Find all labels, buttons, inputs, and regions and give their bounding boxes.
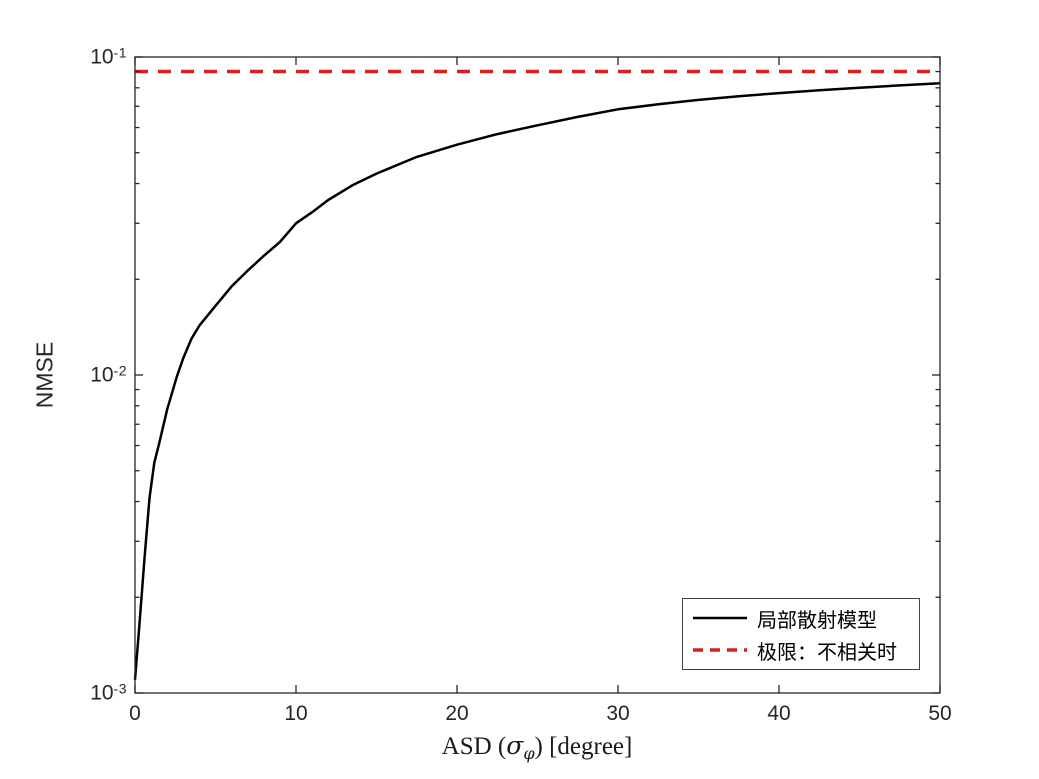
x-tick-label-0: 0 [129, 702, 141, 725]
x-axis-label-sigma: σ [506, 731, 524, 760]
legend: 局部散射模型 极限：不相关时 [682, 598, 920, 670]
y-tick-label-10e-1: 10-1 [90, 44, 127, 69]
nmse-curve [133, 81, 941, 680]
legend-label-limit: 极限：不相关时 [757, 641, 897, 664]
x-tick-label-10: 10 [284, 702, 308, 725]
legend-label-local-scattering: 局部散射模型 [757, 609, 877, 632]
legend-item-local-scattering: 局部散射模型 [692, 602, 919, 634]
x-tick-label-20: 20 [445, 702, 469, 725]
x-tick-label-50: 50 [928, 702, 952, 725]
y-tick-label-10e-2: 10-2 [90, 362, 127, 387]
x-axis-label: ASD (σφ) [degree] [442, 731, 633, 763]
x-axis-label-post: ) [degree] [534, 733, 633, 760]
x-tick-label-40: 40 [767, 702, 791, 725]
x-tick-label-30: 30 [606, 702, 630, 725]
x-axis-label-sub: φ [523, 744, 535, 763]
legend-item-limit: 极限：不相关时 [692, 634, 919, 666]
y-tick-label-10e-3: 10-3 [90, 680, 127, 705]
series-local-scattering [133, 81, 941, 680]
y-axis-label: NMSE [31, 341, 58, 409]
axes-box [134, 56, 941, 694]
solid-line-sample-icon [693, 616, 747, 620]
x-axis-label-pre: ASD ( [441, 733, 507, 760]
dashed-line-sample-icon [693, 648, 747, 652]
